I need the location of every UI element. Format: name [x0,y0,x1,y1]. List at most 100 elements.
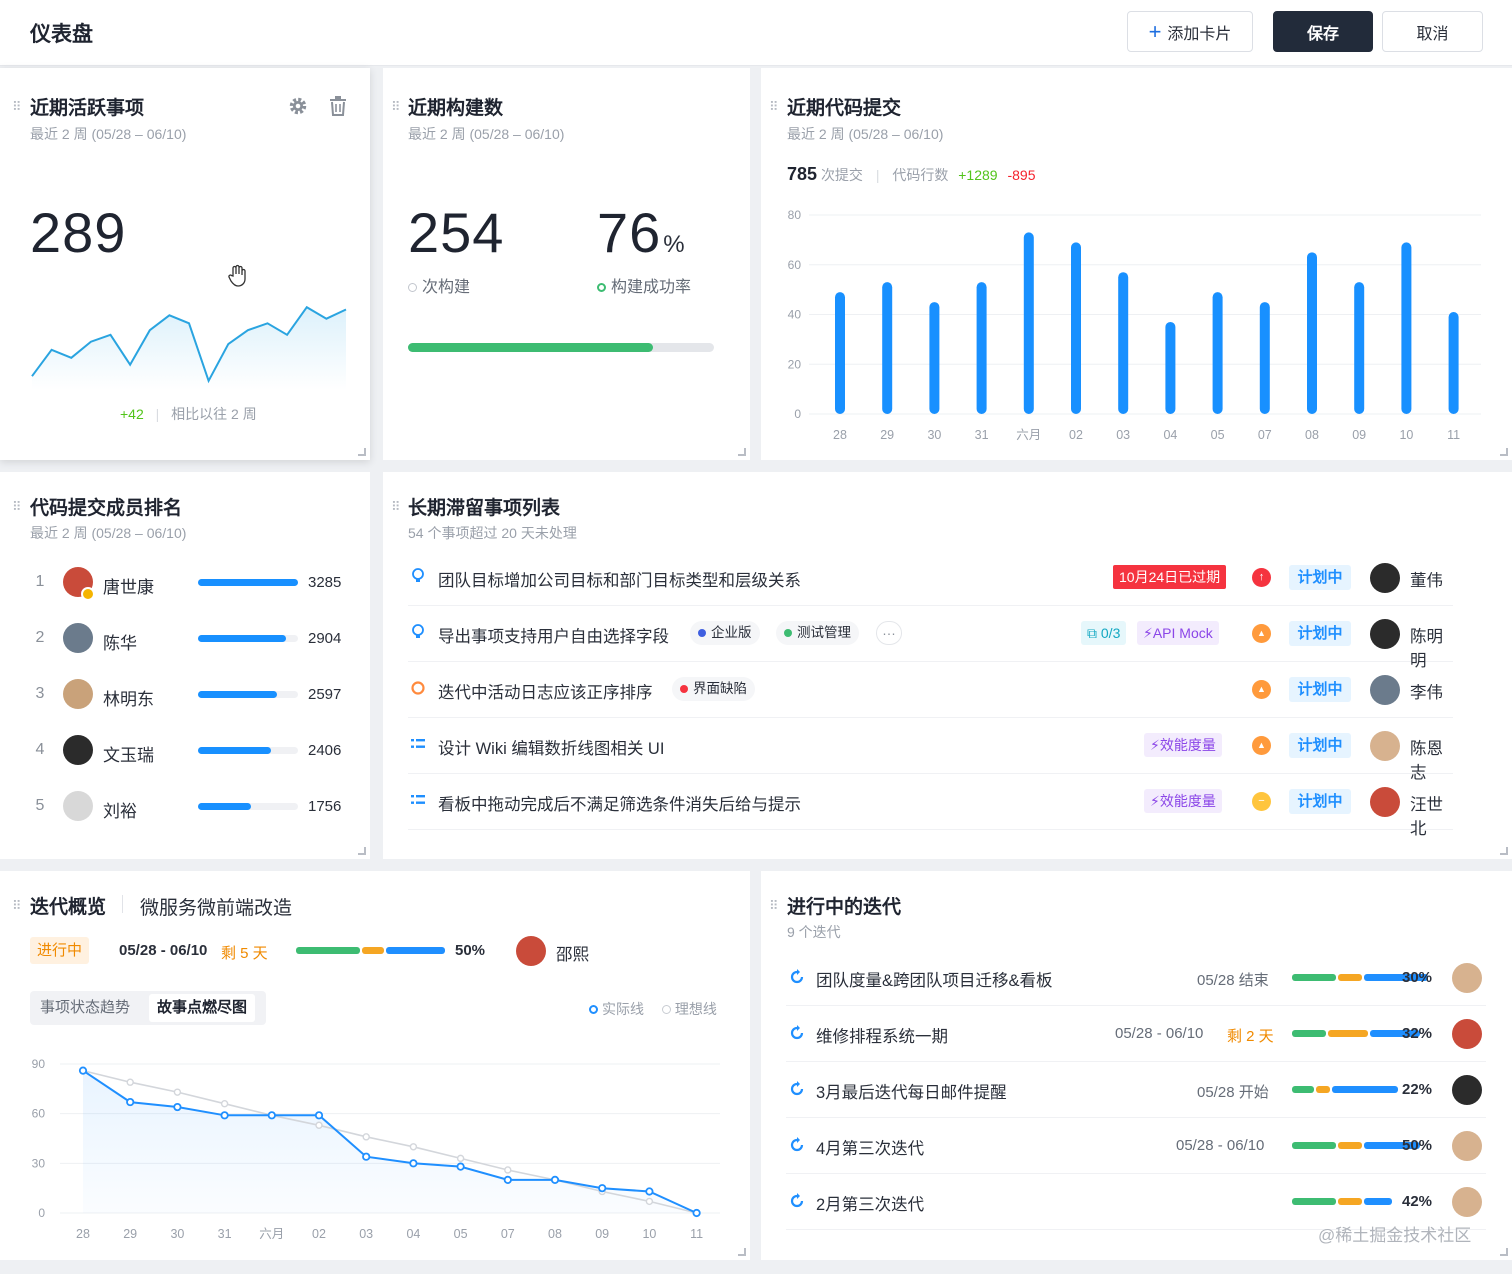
add-card-button[interactable]: + 添加卡片 [1127,11,1253,52]
iteration-name[interactable]: 3月最后迭代每日邮件提醒 [816,1084,1007,1102]
iteration-row[interactable]: 维修排程系统一期 05/28 - 06/10 剩 2 天 32% [786,1006,1486,1062]
progress-segment [1292,974,1336,981]
card-subtitle: 最近 2 周 (05/28 – 06/10) [30,126,187,142]
iteration-percent: 30% [1402,969,1433,986]
drag-handle-icon[interactable]: ⠿ [391,99,400,114]
save-button[interactable]: 保存 [1273,11,1373,52]
iteration-row[interactable]: 4月第三次迭代 05/28 - 06/10 50% [786,1118,1486,1174]
item-title[interactable]: 导出事项支持用户自由选择字段 [438,628,669,646]
card-subtitle: 54 个事项超过 20 天未处理 [408,525,577,541]
resize-handle-icon[interactable] [738,1248,746,1256]
iteration-row[interactable]: 团队度量&跨团队项目迁移&看板 05/28 结束 30% [786,950,1486,1006]
card-subtitle: 最近 2 周 (05/28 – 06/10) [30,525,187,541]
status-badge[interactable]: 计划中 [1289,789,1351,814]
x-tick-label: 03 [359,1227,373,1241]
drag-handle-icon[interactable]: ⠿ [769,898,778,913]
item-title[interactable]: 迭代中活动日志应该正序排序 [438,684,653,702]
lines-label: 代码行数 [892,167,949,183]
actual-point [456,1162,465,1171]
progress-segment [1364,974,1428,981]
progress-segment [1332,1086,1398,1093]
tag-enterprise[interactable]: 企业版 [690,621,760,645]
delta-compare-label: 相比以往 2 周 [171,406,257,422]
card-ongoing-iterations: ⠿ 进行中的迭代 9 个迭代 [761,871,1512,1260]
item-title[interactable]: 设计 Wiki 编辑数折线图相关 UI [438,740,665,758]
status-badge[interactable]: 计划中 [1289,733,1351,758]
trash-icon[interactable] [328,95,348,117]
resize-handle-icon[interactable] [738,448,746,456]
actual-point [173,1102,182,1112]
owner-name: 陈明明 [1410,628,1443,670]
card-builds: ⠿ 近期构建数 最近 2 周 (05/28 – 06/10) 254 次构建 7… [383,68,750,460]
drag-handle-icon[interactable]: ⠿ [12,499,21,514]
build-count-label-row: 次构建 [408,273,470,297]
rank-number: 3 [35,685,45,702]
drag-handle-icon[interactable]: ⠿ [769,99,778,114]
tag-test-management[interactable]: 测试管理 [776,621,859,645]
lightning-icon: ⚡ [1143,625,1153,641]
stale-item-row[interactable]: 迭代中活动日志应该正序排序 界面缺陷 ▲ 计划中 李伟 [408,662,1453,718]
iteration-row[interactable]: 2月第三次迭代 42% [786,1174,1486,1230]
x-tick-label: 08 [548,1227,562,1241]
title-divider [122,895,123,913]
status-badge[interactable]: 计划中 [1289,621,1351,646]
ideal-point [126,1078,134,1086]
actual-point [220,1111,229,1120]
cancel-button[interactable]: 取消 [1382,11,1483,52]
tab-status-trend[interactable]: 事项状态趋势 [40,999,131,1016]
more-tags-button[interactable]: ··· [876,621,902,645]
lines-added: +1289 [958,167,998,183]
legend-actual: 实际线 [602,1001,644,1017]
ideal-point [409,1143,418,1151]
x-tick-label: 08 [1305,428,1319,442]
resize-handle-icon[interactable] [1500,1248,1508,1256]
resize-handle-icon[interactable] [1500,448,1508,456]
status-badge[interactable]: 计划中 [1289,565,1351,590]
drag-handle-icon[interactable]: ⠿ [12,99,21,114]
iteration-row[interactable]: 3月最后迭代每日邮件提醒 05/28 开始 22% [786,1062,1486,1118]
stale-item-row[interactable]: 设计 Wiki 编辑数折线图相关 UI ⚡效能度量 ▲ 计划中 陈恩志 [408,718,1453,782]
drag-handle-icon[interactable]: ⠿ [391,499,400,514]
iteration-name[interactable]: 4月第三次迭代 [816,1140,925,1158]
member-name: 唐世康 [103,578,154,597]
priority-icon[interactable]: ↑ [1252,568,1271,587]
item-title[interactable]: 看板中拖动完成后不满足筛选条件消失后给与提示 [438,796,801,814]
delta-divider: | [155,406,160,422]
priority-icon[interactable]: ▲ [1252,736,1271,755]
stale-item-row[interactable]: 团队目标增加公司目标和部门目标类型和层级关系 10月24日已过期 ↑ 计划中 董伟 [408,550,1453,606]
priority-icon[interactable]: ▲ [1252,624,1271,643]
resize-handle-icon[interactable] [1500,847,1508,855]
tab-burndown[interactable]: 故事点燃尽图 [149,994,256,1022]
status-badge[interactable]: 计划中 [1289,677,1351,702]
owner-name: 李伟 [1410,684,1443,702]
rank-number: 2 [35,629,45,646]
tag-ui-bug[interactable]: 界面缺陷 [672,677,755,701]
actual-point [692,1208,701,1218]
member-value: 3285 [308,574,342,591]
resize-handle-icon[interactable] [358,847,366,855]
ideal-point [315,1121,323,1129]
priority-icon[interactable]: ▲ [1252,680,1271,699]
resize-handle-icon[interactable] [358,448,366,456]
grey-dot-icon [408,283,417,292]
iteration-name[interactable]: 团队度量&跨团队项目迁移&看板 [816,972,1053,990]
metric-label: 效能度量 [1159,793,1216,809]
drag-handle-icon[interactable]: ⠿ [12,898,21,913]
priority-icon[interactable]: − [1252,792,1271,811]
commit-count: 785 [787,164,818,184]
gear-icon[interactable] [287,95,309,117]
owner-name: 董伟 [1410,572,1443,590]
rank-bar-track [198,635,298,642]
stale-item-row[interactable]: 导出事项支持用户自由选择字段 企业版 测试管理 ··· ⧉ 0/3 ⚡API Mock ▲ 计… [408,606,1453,670]
commit-bar [1212,292,1223,414]
stale-item-row[interactable]: 看板中拖动完成后不满足筛选条件消失后给与提示 ⚡效能度量 − 计划中 汪世北 [408,774,1453,838]
ideal-line-marker-icon [661,1005,671,1014]
iteration-name[interactable]: 维修排程系统一期 [816,1028,948,1046]
project-name[interactable]: 微服务微前端改造 [140,898,293,919]
item-title[interactable]: 团队目标增加公司目标和部门目标类型和层级关系 [438,572,801,590]
bulb-icon [410,568,426,584]
iteration-icon [788,1080,806,1098]
x-tick-label: 07 [1258,428,1272,442]
iteration-name[interactable]: 2月第三次迭代 [816,1196,925,1214]
legend-ideal: 理想线 [674,1001,717,1017]
